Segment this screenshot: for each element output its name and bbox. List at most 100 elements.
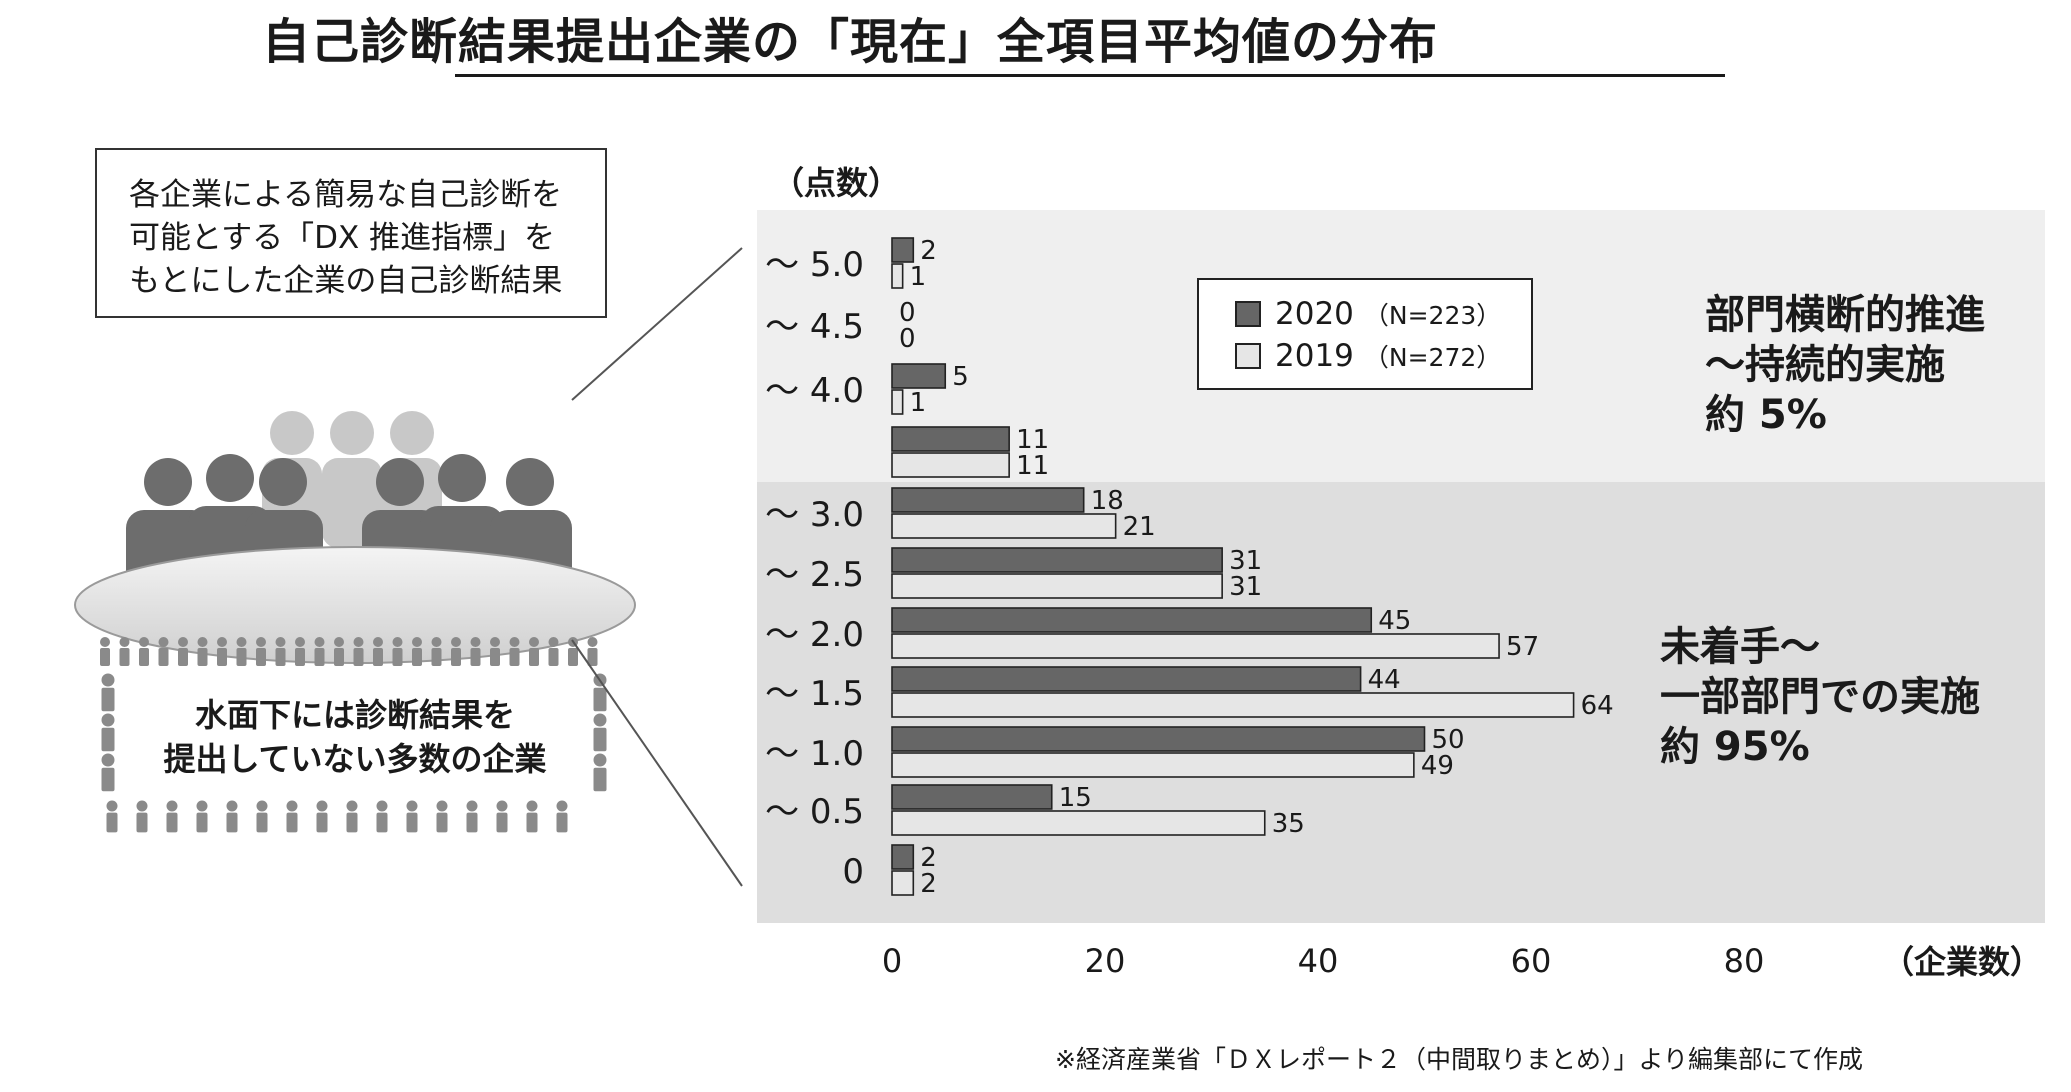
- person-icon: [275, 637, 286, 647]
- bar-2020: [891, 363, 947, 389]
- person-icon: [256, 648, 266, 666]
- person-icon: [119, 648, 130, 666]
- x-tick-label: 40: [1298, 942, 1339, 980]
- person-icon: [275, 648, 286, 666]
- category-label: ～ 4.5: [765, 307, 864, 347]
- data-label: 64: [1581, 691, 1614, 721]
- person-icon: [226, 812, 238, 833]
- person-icon: [106, 812, 118, 833]
- data-label: 35: [1272, 809, 1305, 839]
- bar-2019: [891, 870, 915, 896]
- y-axis-unit: （点数）: [772, 164, 901, 202]
- person-icon: [256, 812, 268, 833]
- person-icon: [178, 637, 188, 647]
- data-label: 2: [920, 869, 937, 899]
- bar-2020: [891, 784, 1053, 810]
- person-icon: [139, 637, 149, 647]
- bar-2019: [891, 692, 1575, 718]
- person-icon: [392, 637, 403, 647]
- person-icon: [166, 800, 178, 812]
- bar-2020: [891, 666, 1362, 692]
- bar-2019: [891, 263, 904, 289]
- person-icon: [353, 648, 364, 666]
- person-icon: [226, 800, 238, 812]
- bar-2019: [891, 810, 1266, 836]
- bar-2020: [891, 844, 915, 870]
- person-icon: [431, 637, 442, 647]
- x-tick-label: 0: [882, 942, 902, 980]
- person-icon: [334, 648, 344, 666]
- bar-2019: [891, 513, 1117, 539]
- person-icon: [217, 648, 227, 666]
- data-label: 44: [1368, 665, 1401, 695]
- person-icon: [451, 637, 461, 647]
- category-label: ～ 1.5: [765, 674, 864, 714]
- data-label: 21: [1123, 512, 1156, 542]
- legend-swatch: [1235, 343, 1261, 369]
- person-icon: [376, 812, 388, 833]
- source-note: ※経済産業省「ＤＸレポート２（中間取りまとめ）」より編集部にて作成: [1055, 1045, 1863, 1074]
- person-icon: [556, 812, 568, 833]
- data-label: 31: [1229, 572, 1262, 602]
- person-icon: [178, 648, 188, 666]
- annotation-line: 未着手～: [1660, 624, 1820, 670]
- data-label: 11: [1016, 425, 1049, 455]
- category-label: ～ 4.0: [765, 371, 864, 411]
- person-icon: [509, 648, 520, 666]
- person-icon: [316, 800, 328, 812]
- person-icon: [256, 800, 268, 812]
- legend-swatch: [1235, 301, 1261, 327]
- person-icon: [139, 648, 149, 666]
- category-label: ～ 3.0: [765, 495, 864, 535]
- person-icon: [529, 637, 539, 647]
- data-label: 1: [910, 388, 927, 418]
- person-icon: [286, 800, 298, 812]
- person-icon: [314, 637, 325, 647]
- person-icon: [451, 648, 461, 666]
- title-underline: [455, 74, 1725, 77]
- data-label: 1: [910, 262, 927, 292]
- person-icon: [346, 812, 358, 833]
- annotation-line: 部門横断的推進: [1705, 292, 1985, 338]
- person-icon: [436, 812, 448, 833]
- annotation-line: 一部部門での実施: [1660, 674, 1980, 720]
- legend-n: （N=272）: [1363, 343, 1502, 372]
- bar-2020: [891, 237, 915, 263]
- person-icon: [106, 800, 118, 812]
- crowd-caption-line: 提出していない多数の企業: [163, 740, 547, 778]
- crowd-caption-line: 水面下には診断結果を: [194, 696, 515, 734]
- person-icon: [412, 648, 422, 666]
- person-icon: [548, 648, 559, 666]
- person-icon: [373, 637, 383, 647]
- annotation-line: 約 5%: [1705, 392, 1827, 438]
- bar-2020: [891, 426, 1010, 452]
- note-line: もとにした企業の自己診断結果: [129, 263, 563, 299]
- person-icon: [136, 812, 148, 833]
- crowd-illustration: [74, 411, 636, 833]
- person-icon: [353, 637, 364, 647]
- data-label: 49: [1421, 751, 1454, 781]
- annotation-line: 約 95%: [1660, 724, 1810, 770]
- person-icon: [556, 800, 568, 812]
- bar-2019: [891, 452, 1010, 478]
- data-label: 0: [899, 298, 916, 328]
- category-label: ～ 0.5: [765, 792, 864, 832]
- person-icon: [431, 648, 442, 666]
- person-icon: [470, 648, 481, 666]
- crowd-caption: 水面下には診断結果を 提出していない多数の企業: [135, 693, 575, 781]
- person-icon: [101, 767, 115, 792]
- person-icon: [526, 812, 538, 833]
- bar-2019: [891, 752, 1415, 778]
- category-label: 0: [842, 852, 864, 892]
- person-icon: [197, 637, 208, 647]
- note-line: 各企業による簡易な自己診断を: [129, 177, 563, 213]
- annotation-line: ～持続的実施: [1705, 342, 1945, 388]
- person-icon: [406, 812, 418, 833]
- person-icon: [196, 800, 208, 812]
- legend-label: 2019: [1275, 338, 1354, 374]
- legend-item-2019: 2019 （N=272）: [1235, 338, 1501, 374]
- person-icon: [334, 637, 344, 647]
- person-icon: [101, 753, 115, 767]
- legend: 2020 （N=223） 2019 （N=272）: [1197, 278, 1533, 390]
